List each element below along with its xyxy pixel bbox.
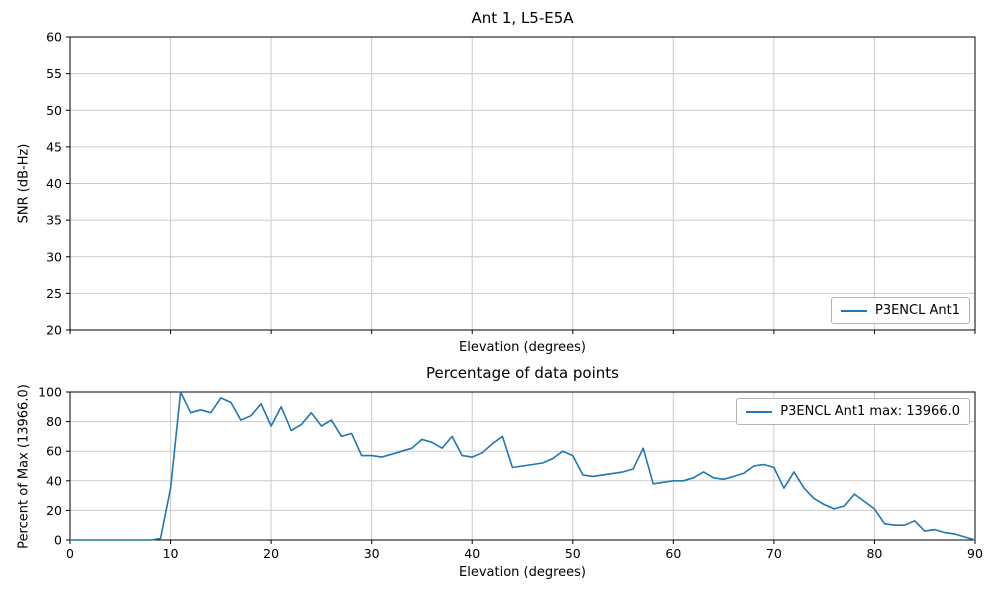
y-tick-label: 50 xyxy=(46,103,62,118)
y-tick-label: 45 xyxy=(46,139,62,154)
x-tick-label: 50 xyxy=(565,546,581,561)
x-tick-label: 10 xyxy=(163,546,179,561)
axes-box xyxy=(69,391,976,541)
y-tick-label: 20 xyxy=(46,323,62,338)
y-tick-label: 35 xyxy=(46,213,62,228)
y-tick-label: 60 xyxy=(46,444,62,459)
x-tick-label: 90 xyxy=(967,546,983,561)
y-tick-label: 40 xyxy=(46,176,62,191)
x-tick-label: 0 xyxy=(66,546,74,561)
y-tick-label: 40 xyxy=(46,473,62,488)
y-tick-label: 30 xyxy=(46,249,62,264)
snr-chart-legend: P3ENCL Ant1 xyxy=(830,297,970,324)
y-tick-label: 55 xyxy=(46,66,62,81)
legend-line-sample xyxy=(746,410,773,413)
legend-label: P3ENCL Ant1 xyxy=(874,303,960,318)
y-tick-label: 60 xyxy=(46,30,62,45)
x-tick-label: 20 xyxy=(263,546,279,561)
y-tick-label: 0 xyxy=(54,533,62,548)
x-tick-label: 30 xyxy=(364,546,380,561)
axes-box xyxy=(69,36,976,331)
y-tick-label: 20 xyxy=(46,503,62,518)
legend-label: P3ENCL Ant1 max: 13966.0 xyxy=(780,404,960,419)
y-tick-label: 80 xyxy=(46,414,62,429)
percentage-x-axis-label: Elevation (degrees) xyxy=(459,565,586,580)
series-line xyxy=(70,391,976,541)
x-tick-label: 60 xyxy=(665,546,681,561)
y-tick-label: 100 xyxy=(38,385,62,400)
percentage-chart-title: Percentage of data points xyxy=(425,364,619,382)
x-tick-label: 80 xyxy=(866,546,882,561)
x-tick-label: 70 xyxy=(766,546,782,561)
legend-line-sample xyxy=(840,309,867,312)
y-tick-label: 25 xyxy=(46,286,62,301)
x-tick-label: 40 xyxy=(464,546,480,561)
snr-chart-title: Ant 1, L5-E5A xyxy=(471,9,574,27)
snr-x-axis-label: Elevation (degrees) xyxy=(459,340,586,355)
snr-y-axis-label: SNR (dB-Hz) xyxy=(16,143,32,224)
percentage-chart-legend: P3ENCL Ant1 max: 13966.0 xyxy=(736,398,970,425)
percentage-y-axis-label: Percent of Max (13966.0) xyxy=(16,384,32,549)
